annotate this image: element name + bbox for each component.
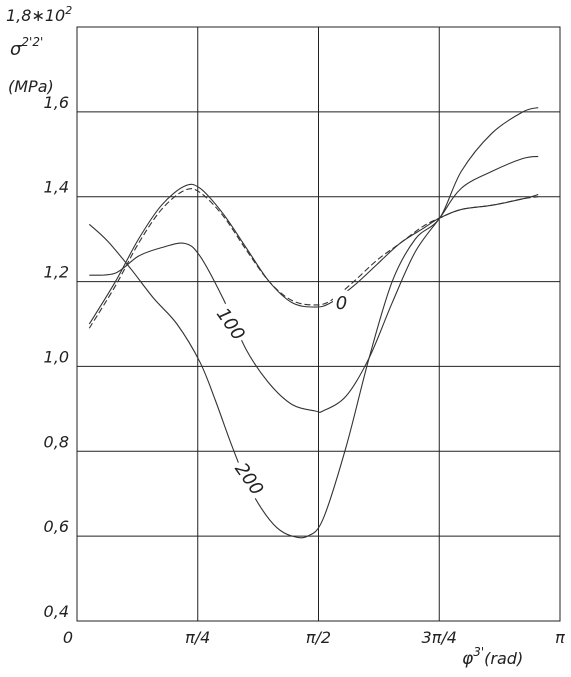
y-tick-label: 0,4 [44,602,69,621]
y-tick-label: 0,6 [44,517,69,536]
x-tick-label: 0 [63,628,73,647]
curve-label-group: 100 [212,301,252,345]
x-tick-label: 3π/4 [422,628,457,647]
curves [88,107,539,539]
y-axis-unit: (MPa) [8,77,54,96]
x-axis-title: φ3'(rad) [462,645,523,669]
y-axis-scale: 1,8∗102 [6,4,72,25]
curve-label-bg [231,456,271,500]
y-tick-label: 0,8 [44,432,69,451]
tick-labels: 0,4 0,6 0,8 1,0 1,2 1,4 1,6 0 π/4 π/2 3π/4 π [44,93,566,647]
y-tick-label: 1,0 [44,347,69,366]
y-tick-label: 1,6 [44,93,69,112]
series-line-0 [88,183,539,325]
x-tick-label: π [555,628,565,647]
series-line-100 [89,155,539,413]
curve-label-bg [213,301,252,345]
curve-labels: 0 100 200 [212,290,350,500]
x-tick-label: π/2 [306,628,331,647]
curve-label-0: 0 [336,293,347,314]
curve-label-group: 0 [332,290,350,314]
y-axis-symbol: σ2'2' [10,35,43,60]
y-tick-label: 1,4 [44,178,69,197]
grid [76,26,561,622]
y-tick-label: 1,2 [44,263,69,282]
series-line-200 [88,107,539,539]
curve-label-group: 200 [230,456,271,500]
series-line-dashed-1 [88,188,539,329]
x-tick-label: π/4 [185,628,210,647]
curve-label-bg [332,290,350,311]
